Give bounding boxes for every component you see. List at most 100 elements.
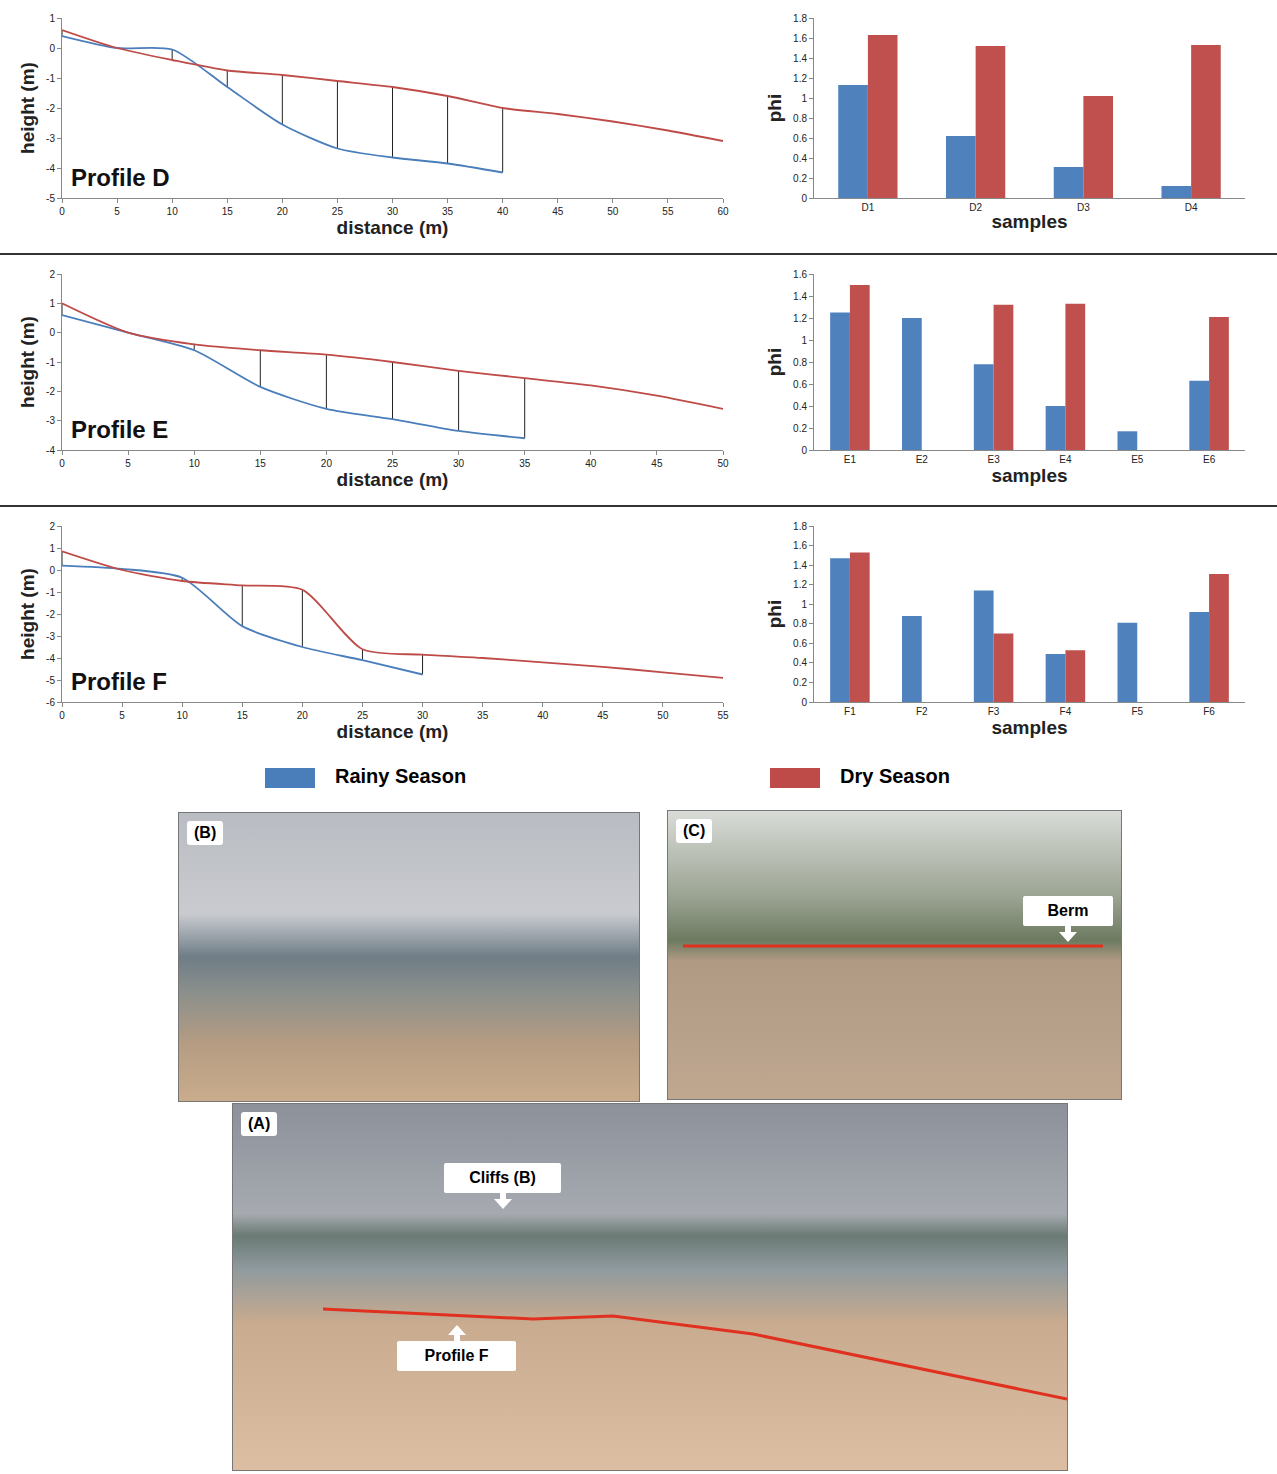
svg-text:10: 10 — [167, 206, 179, 217]
svg-text:samples: samples — [991, 211, 1067, 232]
svg-text:D3: D3 — [1077, 202, 1090, 213]
svg-text:40: 40 — [537, 710, 549, 721]
svg-text:distance (m): distance (m) — [337, 469, 449, 490]
svg-text:35: 35 — [442, 206, 454, 217]
svg-text:F2: F2 — [916, 706, 928, 717]
svg-text:E1: E1 — [844, 454, 857, 465]
svg-text:0.8: 0.8 — [793, 618, 807, 629]
svg-text:1: 1 — [801, 93, 807, 104]
svg-text:60: 60 — [717, 206, 729, 217]
svg-text:1: 1 — [49, 13, 55, 24]
svg-text:phi: phi — [764, 348, 785, 377]
svg-text:height (m): height (m) — [17, 568, 38, 660]
svg-text:0.6: 0.6 — [793, 133, 807, 144]
svg-text:-2: -2 — [46, 386, 55, 397]
svg-text:-1: -1 — [46, 73, 55, 84]
svg-text:Profile E: Profile E — [71, 416, 168, 443]
svg-text:height (m): height (m) — [17, 316, 38, 408]
svg-text:0: 0 — [59, 458, 65, 469]
svg-text:0.2: 0.2 — [793, 173, 807, 184]
svg-text:35: 35 — [519, 458, 531, 469]
svg-text:-6: -6 — [46, 697, 55, 708]
svg-text:E4: E4 — [1059, 454, 1072, 465]
svg-text:1.6: 1.6 — [793, 540, 807, 551]
svg-text:1: 1 — [801, 599, 807, 610]
svg-text:0.4: 0.4 — [793, 657, 807, 668]
svg-text:-4: -4 — [46, 653, 55, 664]
svg-text:40: 40 — [497, 206, 509, 217]
svg-text:0: 0 — [801, 697, 807, 708]
svg-text:E2: E2 — [916, 454, 929, 465]
svg-text:45: 45 — [651, 458, 663, 469]
svg-text:1.8: 1.8 — [793, 13, 807, 24]
svg-text:D2: D2 — [969, 202, 982, 213]
svg-text:1.2: 1.2 — [793, 313, 807, 324]
svg-text:F5: F5 — [1131, 706, 1143, 717]
svg-text:1.4: 1.4 — [793, 560, 807, 571]
svg-text:0.6: 0.6 — [793, 638, 807, 649]
svg-text:0.8: 0.8 — [793, 357, 807, 368]
svg-text:E5: E5 — [1131, 454, 1144, 465]
svg-text:45: 45 — [597, 710, 609, 721]
svg-text:10: 10 — [177, 710, 189, 721]
svg-text:45: 45 — [552, 206, 564, 217]
svg-text:40: 40 — [585, 458, 597, 469]
svg-text:-4: -4 — [46, 163, 55, 174]
svg-text:-3: -3 — [46, 133, 55, 144]
svg-text:0: 0 — [801, 193, 807, 204]
svg-text:0: 0 — [49, 43, 55, 54]
svg-text:1.2: 1.2 — [793, 579, 807, 590]
svg-text:1.8: 1.8 — [793, 521, 807, 532]
svg-text:0: 0 — [59, 710, 65, 721]
svg-text:55: 55 — [717, 710, 729, 721]
svg-text:20: 20 — [321, 458, 333, 469]
svg-text:-2: -2 — [46, 103, 55, 114]
svg-text:15: 15 — [255, 458, 267, 469]
svg-text:height (m): height (m) — [17, 62, 38, 154]
svg-text:15: 15 — [222, 206, 234, 217]
svg-text:15: 15 — [237, 710, 249, 721]
svg-text:50: 50 — [657, 710, 669, 721]
svg-text:phi: phi — [764, 600, 785, 629]
svg-text:35: 35 — [477, 710, 489, 721]
svg-text:-5: -5 — [46, 675, 55, 686]
svg-text:50: 50 — [607, 206, 619, 217]
svg-text:E3: E3 — [987, 454, 1000, 465]
svg-text:E6: E6 — [1203, 454, 1216, 465]
svg-text:-2: -2 — [46, 609, 55, 620]
svg-text:phi: phi — [764, 94, 785, 123]
svg-text:25: 25 — [387, 458, 399, 469]
svg-text:2: 2 — [49, 269, 55, 280]
svg-text:10: 10 — [189, 458, 201, 469]
svg-text:-3: -3 — [46, 415, 55, 426]
svg-text:distance (m): distance (m) — [337, 721, 449, 742]
svg-text:5: 5 — [125, 458, 131, 469]
svg-text:Profile D: Profile D — [71, 164, 170, 191]
svg-text:0: 0 — [49, 327, 55, 338]
svg-text:0.8: 0.8 — [793, 113, 807, 124]
svg-text:55: 55 — [662, 206, 674, 217]
svg-text:samples: samples — [991, 465, 1067, 486]
svg-text:1.4: 1.4 — [793, 53, 807, 64]
svg-text:0: 0 — [59, 206, 65, 217]
svg-text:1: 1 — [49, 543, 55, 554]
svg-text:0.4: 0.4 — [793, 153, 807, 164]
svg-text:25: 25 — [357, 710, 369, 721]
svg-text:-1: -1 — [46, 357, 55, 368]
svg-text:1.2: 1.2 — [793, 73, 807, 84]
svg-text:25: 25 — [332, 206, 344, 217]
svg-text:F4: F4 — [1060, 706, 1072, 717]
svg-text:-5: -5 — [46, 193, 55, 204]
svg-text:1: 1 — [801, 335, 807, 346]
svg-text:Profile F: Profile F — [71, 668, 167, 695]
svg-text:-3: -3 — [46, 631, 55, 642]
svg-text:50: 50 — [717, 458, 729, 469]
svg-text:0.6: 0.6 — [793, 379, 807, 390]
svg-text:0: 0 — [801, 445, 807, 456]
svg-text:5: 5 — [119, 710, 125, 721]
svg-text:0.4: 0.4 — [793, 401, 807, 412]
svg-text:distance (m): distance (m) — [337, 217, 449, 238]
svg-text:F6: F6 — [1203, 706, 1215, 717]
svg-text:30: 30 — [417, 710, 429, 721]
svg-text:0.2: 0.2 — [793, 677, 807, 688]
